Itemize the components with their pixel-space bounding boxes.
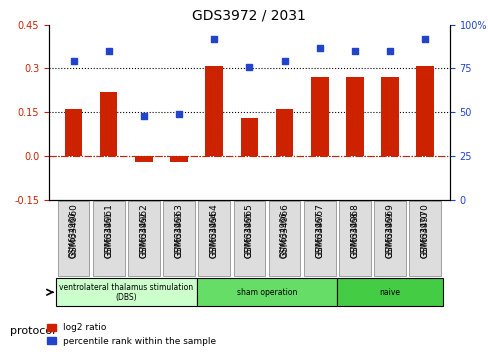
Point [104,48,112,54]
Point [315,45,323,50]
Text: sham operation: sham operation [236,288,297,297]
Bar [346,77,363,156]
Bar [170,156,187,162]
Text: GSM634962: GSM634962 [139,204,148,258]
FancyBboxPatch shape [373,201,405,276]
Text: GSM634968: GSM634968 [350,204,359,258]
Point [280,59,288,64]
Bar [64,109,82,156]
FancyBboxPatch shape [303,201,335,276]
Bar [196,278,337,307]
Text: GSM634961: GSM634961 [104,211,113,257]
FancyBboxPatch shape [408,201,440,276]
Text: GSM634968: GSM634968 [350,211,359,257]
Text: GSM634970: GSM634970 [420,211,429,258]
FancyBboxPatch shape [128,201,160,276]
Text: GSM634965: GSM634965 [244,204,253,258]
Bar [205,65,223,156]
Point [140,113,147,119]
Bar [240,118,258,156]
Text: ventrolateral thalamus stimulation
(DBS): ventrolateral thalamus stimulation (DBS) [59,282,193,302]
Legend: log2 ratio, percentile rank within the sample: log2 ratio, percentile rank within the s… [43,320,220,349]
Text: GSM634969: GSM634969 [385,204,394,258]
Text: GSM634969: GSM634969 [385,211,394,258]
Point [69,59,77,64]
Text: GSM634964: GSM634964 [209,211,218,258]
Text: GSM634962: GSM634962 [139,211,148,257]
Text: GSM634964: GSM634964 [209,204,218,258]
FancyBboxPatch shape [198,201,229,276]
Point [386,48,393,54]
Title: GDS3972 / 2031: GDS3972 / 2031 [192,8,305,22]
Text: GSM634970: GSM634970 [420,204,429,258]
Text: GSM634963: GSM634963 [174,204,183,258]
Bar [56,278,196,307]
Point [175,111,183,117]
Bar [310,77,328,156]
Text: GSM634961: GSM634961 [104,204,113,258]
Point [245,64,253,70]
Text: naive: naive [379,288,400,297]
Text: GSM634966: GSM634966 [280,204,288,258]
Point [350,48,358,54]
Text: GSM634965: GSM634965 [244,211,253,258]
Point [421,36,428,42]
FancyBboxPatch shape [163,201,195,276]
FancyBboxPatch shape [58,201,89,276]
Bar [337,278,442,307]
Text: protocol: protocol [10,326,55,336]
Text: GSM634963: GSM634963 [174,211,183,258]
FancyBboxPatch shape [268,201,300,276]
Bar [275,109,293,156]
FancyBboxPatch shape [93,201,124,276]
FancyBboxPatch shape [233,201,264,276]
Point [210,36,218,42]
Bar [100,92,117,156]
Bar [381,77,398,156]
Text: GSM634960: GSM634960 [69,211,78,258]
Text: GSM634966: GSM634966 [280,211,288,258]
Bar [135,156,152,162]
Text: GSM634967: GSM634967 [315,211,324,258]
FancyBboxPatch shape [338,201,370,276]
Bar [416,65,433,156]
Text: GSM634960: GSM634960 [69,204,78,258]
Text: GSM634967: GSM634967 [315,204,324,258]
